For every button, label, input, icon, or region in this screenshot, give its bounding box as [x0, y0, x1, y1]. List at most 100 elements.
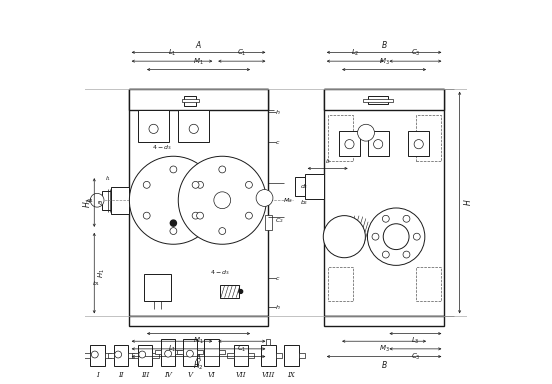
Bar [105, 353, 111, 358]
Circle shape [189, 124, 198, 134]
Circle shape [246, 212, 252, 219]
Circle shape [383, 251, 389, 258]
Circle shape [197, 181, 204, 188]
Circle shape [192, 181, 199, 188]
Bar [328, 116, 353, 161]
Text: VI: VI [208, 371, 216, 379]
Text: $a$: $a$ [97, 200, 105, 205]
Circle shape [129, 156, 217, 244]
Text: $A$: $A$ [195, 39, 202, 50]
Circle shape [187, 350, 193, 357]
Bar [144, 274, 171, 301]
Text: $L_3$: $L_3$ [411, 336, 420, 346]
Bar [91, 345, 105, 366]
Text: $C_3$: $C_3$ [411, 48, 420, 58]
Bar [161, 339, 176, 366]
Text: $C_3$: $C_3$ [411, 351, 420, 362]
Circle shape [219, 228, 226, 235]
Circle shape [246, 181, 252, 188]
Bar [112, 187, 129, 214]
Circle shape [239, 290, 243, 293]
Circle shape [171, 220, 177, 226]
Bar [261, 345, 275, 366]
Bar [324, 89, 444, 110]
Text: $c$: $c$ [275, 275, 280, 281]
Bar [114, 345, 128, 366]
Bar [368, 131, 389, 156]
Circle shape [256, 190, 273, 206]
Text: $H_1$: $H_1$ [97, 268, 107, 278]
Bar [363, 99, 394, 102]
Circle shape [374, 139, 383, 149]
Circle shape [192, 212, 199, 219]
Text: I: I [97, 371, 99, 379]
Bar [295, 177, 305, 196]
Circle shape [149, 124, 158, 134]
Bar [416, 116, 440, 161]
Text: $M_1$: $M_1$ [193, 336, 204, 346]
Circle shape [139, 351, 146, 358]
Bar [324, 316, 444, 326]
Text: $M_1$: $M_1$ [193, 57, 204, 67]
Bar [152, 353, 158, 358]
Bar [102, 191, 112, 210]
Text: $C_1$: $C_1$ [237, 48, 247, 58]
Circle shape [383, 224, 409, 250]
Text: $4-d_3$: $4-d_3$ [152, 144, 172, 152]
Bar [339, 131, 360, 156]
Circle shape [91, 351, 98, 358]
Text: IX: IX [288, 371, 295, 379]
Bar [266, 339, 270, 345]
Bar [183, 339, 197, 366]
Circle shape [403, 215, 410, 222]
Bar [138, 345, 152, 366]
Bar [220, 285, 239, 298]
Text: $d_2$: $d_2$ [300, 182, 309, 191]
Bar [408, 131, 429, 156]
Circle shape [368, 208, 425, 265]
Bar [264, 215, 272, 230]
Circle shape [164, 350, 172, 357]
Text: $M_3$: $M_3$ [379, 344, 390, 354]
Text: IV: IV [164, 371, 172, 379]
Text: $4-d_3$: $4-d_3$ [210, 268, 230, 277]
Circle shape [414, 139, 423, 149]
Text: III: III [141, 371, 149, 379]
Circle shape [178, 156, 266, 244]
Text: $H$: $H$ [463, 199, 473, 206]
Bar [204, 339, 219, 366]
Circle shape [197, 212, 204, 219]
Text: $h$: $h$ [275, 303, 280, 311]
Bar [155, 350, 161, 354]
Text: VIII: VIII [262, 371, 275, 379]
Text: $L_2$: $L_2$ [351, 48, 359, 58]
Text: $B$: $B$ [381, 359, 388, 370]
Bar [177, 350, 183, 354]
Bar [108, 353, 114, 358]
Circle shape [219, 166, 226, 173]
Bar [176, 350, 182, 354]
Text: $C_2$: $C_2$ [275, 216, 284, 225]
Text: $b_1$: $b_1$ [92, 280, 100, 288]
Text: $M_2$: $M_2$ [283, 196, 293, 205]
Bar [416, 266, 440, 301]
Text: $l_2$: $l_2$ [325, 157, 331, 166]
Circle shape [413, 233, 420, 240]
Circle shape [214, 192, 231, 209]
Bar [129, 316, 268, 326]
Bar [284, 345, 299, 366]
Text: $h$: $h$ [275, 108, 280, 116]
Circle shape [358, 124, 374, 141]
Circle shape [403, 251, 410, 258]
Bar [328, 266, 353, 301]
Text: $C_1$: $C_1$ [237, 344, 247, 354]
Text: VII: VII [236, 371, 246, 379]
Bar [369, 96, 388, 104]
Bar [219, 350, 225, 354]
Circle shape [115, 351, 121, 358]
Circle shape [372, 233, 379, 240]
Circle shape [170, 166, 177, 173]
Text: $d_1$: $d_1$ [86, 196, 94, 205]
Bar [129, 89, 268, 316]
Bar [197, 350, 203, 354]
